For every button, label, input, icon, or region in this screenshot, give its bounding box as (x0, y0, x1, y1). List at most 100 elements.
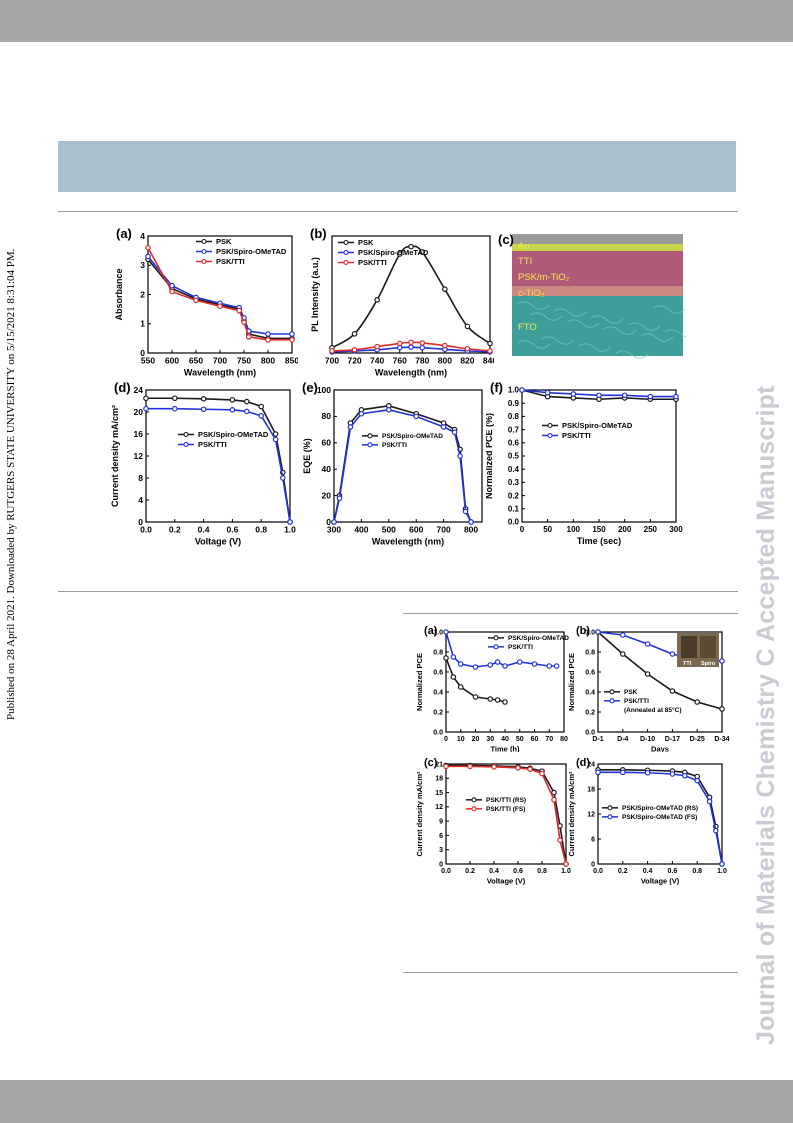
y-tick-label: 0.2 (508, 491, 520, 500)
data-point (644, 769, 651, 776)
fig2-panel-c: (c) 0.0 0.2 0.4 0.6 0.8 1.0 0 3 6 9 12 15 18 21 Voltage… (415, 757, 571, 886)
x-tick-label: 550 (141, 356, 155, 366)
x-tick-label: 0.0 (441, 868, 451, 875)
fto-texture (517, 340, 551, 349)
data-point (443, 655, 449, 661)
x-tick-label: 50 (543, 525, 552, 534)
x-tick-label: 0.8 (537, 868, 547, 875)
y-tick-label: 1.0 (433, 629, 443, 636)
y-tick-label: 0 (591, 861, 595, 868)
y-tick-label: 0.2 (585, 709, 595, 716)
y-tick-label: 18 (587, 786, 595, 793)
data-point (246, 334, 252, 340)
y-tick-label: 0 (326, 517, 331, 527)
data-point (145, 253, 151, 260)
data-point (669, 688, 676, 694)
y-tick-label: 60 (322, 438, 332, 448)
y-tick-label: 0.8 (433, 649, 443, 656)
data-point (442, 286, 448, 292)
data-point (551, 796, 557, 803)
y-tick-label: 0 (138, 517, 143, 527)
x-tick-label: 0 (444, 736, 448, 743)
journal-watermark: Journal of Materials Chemistry C Accepte… (752, 385, 780, 1045)
y-tick-label: 24 (134, 385, 144, 395)
rule-fig2-bottom (403, 972, 738, 973)
data-point (272, 436, 279, 443)
x-tick-label: 1.0 (284, 525, 296, 535)
data-point (280, 475, 286, 481)
data-point (551, 789, 557, 796)
x-tick-label: D-10 (640, 736, 655, 743)
legend-marker (201, 258, 207, 265)
panel-label: (e) (302, 380, 318, 395)
data-point (193, 297, 199, 304)
x-tick-label: 70 (545, 736, 553, 743)
y-tick-label: 0.6 (508, 438, 520, 447)
plot-frame (331, 235, 491, 354)
x-tick-label: 80 (560, 736, 568, 743)
x-tick-label: 0 (520, 525, 525, 534)
y-axis-label: Normalized PCE (415, 653, 424, 711)
data-point (494, 659, 501, 665)
series-line-2 (146, 407, 291, 523)
data-point (289, 337, 295, 343)
data-point (450, 654, 457, 660)
x-tick-label: 780 (415, 356, 429, 366)
fig2-panel-a: (a) 0 10 20 30 40 50 60 70 80 0.0 0.2 0.4 0.6 0.8 1.0 Ti… (415, 625, 569, 752)
x-tick-label: 0.2 (169, 525, 181, 535)
data-point (644, 641, 651, 647)
x-tick-label: D-34 (714, 736, 729, 743)
data-point (539, 770, 545, 777)
data-point (289, 331, 295, 337)
x-axis-label: Wavelength (nm) (184, 368, 256, 378)
fto-texture (541, 336, 575, 345)
inset-label: TTI (683, 661, 692, 667)
data-point (462, 508, 469, 515)
x-tick-label: 0.6 (226, 525, 238, 535)
y-tick-label: 40 (322, 464, 332, 474)
data-point (515, 765, 521, 771)
data-point (553, 663, 560, 669)
x-tick-label: 800 (261, 356, 275, 366)
x-tick-label: 300 (669, 525, 683, 534)
x-axis-label: Days (651, 745, 669, 753)
data-point (258, 403, 265, 410)
x-tick-label: D-17 (665, 736, 680, 743)
panel-label: (a) (424, 625, 438, 637)
data-point (596, 392, 602, 399)
x-tick-label: 700 (325, 356, 339, 366)
data-point (419, 249, 426, 255)
y-tick-label: 0.0 (585, 729, 595, 736)
data-point (351, 347, 358, 353)
x-tick-label: 0.6 (668, 868, 678, 875)
layer-label: c-TiO₂ (518, 288, 545, 299)
data-point (331, 519, 337, 525)
layer-label: Au (518, 241, 530, 252)
x-axis-label: Wavelength (nm) (372, 537, 444, 547)
data-point (531, 661, 538, 667)
y-axis-label: Normalized PCE (567, 653, 576, 711)
y-tick-label: 24 (587, 761, 595, 768)
y-tick-label: 0.0 (433, 729, 443, 736)
legend-label: (Annealed at 85°C) (624, 706, 682, 714)
y-tick-label: 0.7 (508, 425, 520, 434)
y-axis-label: EQE (%) (302, 438, 312, 474)
fto-texture (566, 319, 600, 328)
y-tick-label: 4 (138, 495, 143, 505)
layer-tti (512, 244, 683, 251)
y-tick-label: 80 (322, 411, 332, 421)
y-tick-label: 100 (317, 385, 331, 395)
x-axis-label: Voltage (V) (195, 537, 241, 547)
bottom-bar (0, 1080, 793, 1123)
y-tick-label: 0.4 (585, 689, 595, 696)
x-tick-label: 300 (327, 525, 341, 535)
fig1-panel-a: (a) 550 600 650 700 750 800 850 0 1 2 3 4 Wavelength … (114, 228, 298, 378)
legend-marker (471, 806, 477, 812)
y-tick-label: 6 (439, 833, 443, 840)
panel-label: (c) (424, 757, 438, 769)
x-tick-label: 250 (644, 525, 658, 534)
series-line-1 (446, 764, 567, 865)
inset-sample-tti (681, 636, 697, 658)
legend-label: PSK (624, 689, 638, 696)
data-point (682, 772, 688, 779)
